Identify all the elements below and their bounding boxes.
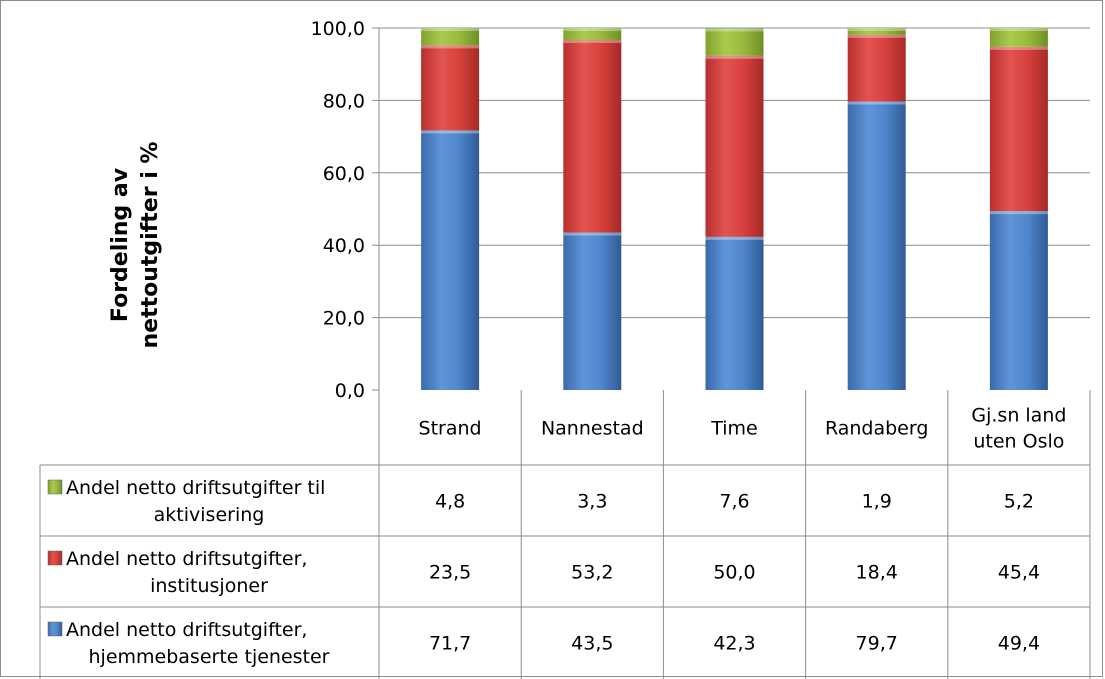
data-table: Strand Nannestad Time Randaberg Gj.sn land ut… bbox=[39, 390, 1091, 679]
category-label: Time bbox=[710, 418, 758, 440]
bar-segment bbox=[421, 130, 480, 391]
bar-segment-highlight bbox=[705, 55, 764, 59]
category-label: Gj.sn land bbox=[971, 405, 1066, 427]
data-value: 4,8 bbox=[435, 491, 465, 513]
bar-segment-highlight bbox=[989, 211, 1048, 215]
bar-segment-highlight bbox=[563, 232, 622, 236]
bar-segment-highlight bbox=[421, 45, 480, 49]
data-value: 79,7 bbox=[856, 633, 898, 655]
bar-segment-highlight bbox=[563, 39, 622, 43]
bar-segment bbox=[705, 236, 764, 390]
data-value: 3,3 bbox=[577, 491, 607, 513]
data-value: 43,5 bbox=[571, 633, 613, 655]
bars bbox=[421, 28, 1048, 391]
bar-segment-highlight bbox=[705, 236, 764, 240]
bar-segment bbox=[847, 28, 906, 35]
data-value: 18,4 bbox=[856, 562, 898, 584]
bar-segment-highlight bbox=[847, 34, 906, 38]
category-label: uten Oslo bbox=[973, 431, 1064, 453]
category-label: Strand bbox=[419, 418, 482, 440]
legend-key bbox=[47, 479, 63, 495]
data-value: 23,5 bbox=[429, 562, 471, 584]
bar-segment bbox=[421, 28, 480, 46]
y-tick-labels: 0,0 20,0 40,0 60,0 80,0 100,0 bbox=[311, 18, 365, 402]
data-value: 49,4 bbox=[998, 633, 1040, 655]
data-value: 1,9 bbox=[862, 491, 892, 513]
bar-segment-highlight bbox=[847, 28, 906, 31]
data-value: 50,0 bbox=[713, 562, 755, 584]
bar-segment bbox=[847, 34, 906, 102]
bar-segment bbox=[989, 46, 1048, 212]
legend-label: Andel netto driftsutgifter, bbox=[66, 548, 307, 570]
legend-label: Andel netto driftsutgifter til bbox=[66, 477, 325, 499]
bar-segment-highlight bbox=[847, 101, 906, 105]
y-tick-label: 60,0 bbox=[323, 163, 365, 185]
bar-segment bbox=[989, 211, 1048, 390]
y-tick-label: 20,0 bbox=[323, 308, 365, 330]
bar-segment-highlight bbox=[705, 28, 764, 32]
data-value: 71,7 bbox=[429, 633, 471, 655]
data-value: 7,6 bbox=[719, 491, 749, 513]
bar-segment bbox=[421, 45, 480, 131]
legend-label: institusjoner bbox=[150, 575, 268, 597]
data-value: 45,4 bbox=[998, 562, 1040, 584]
bar-segment-highlight bbox=[563, 28, 622, 31]
bar-segment bbox=[705, 55, 764, 237]
bar-segment bbox=[563, 28, 622, 40]
category-label: Randaberg bbox=[825, 418, 928, 440]
bar-segment-highlight bbox=[989, 46, 1048, 50]
legend-label: Andel netto driftsutgifter, bbox=[66, 619, 307, 641]
legend-label: aktivisering bbox=[154, 504, 265, 526]
data-value: 42,3 bbox=[713, 633, 755, 655]
data-value: 53,2 bbox=[571, 562, 613, 584]
bar-segment bbox=[989, 28, 1048, 47]
data-value: 5,2 bbox=[1004, 491, 1034, 513]
bar-segment bbox=[563, 39, 622, 233]
bar-segment bbox=[847, 101, 906, 391]
bar-segment-highlight bbox=[421, 130, 480, 134]
bar-segment bbox=[705, 28, 764, 56]
bar-segment-highlight bbox=[989, 28, 1048, 31]
bar-segment bbox=[563, 232, 622, 390]
y-tick-label: 80,0 bbox=[323, 90, 365, 112]
legend-label: hjemmebaserte tjenester bbox=[89, 646, 330, 668]
bar-segment-highlight bbox=[421, 28, 480, 31]
y-tick-label: 100,0 bbox=[311, 18, 365, 40]
y-tick-label: 40,0 bbox=[323, 235, 365, 257]
legend-key bbox=[47, 621, 63, 637]
y-tick-label: 0,0 bbox=[335, 380, 365, 402]
category-label: Nannestad bbox=[541, 418, 644, 440]
legend-key bbox=[47, 550, 63, 566]
